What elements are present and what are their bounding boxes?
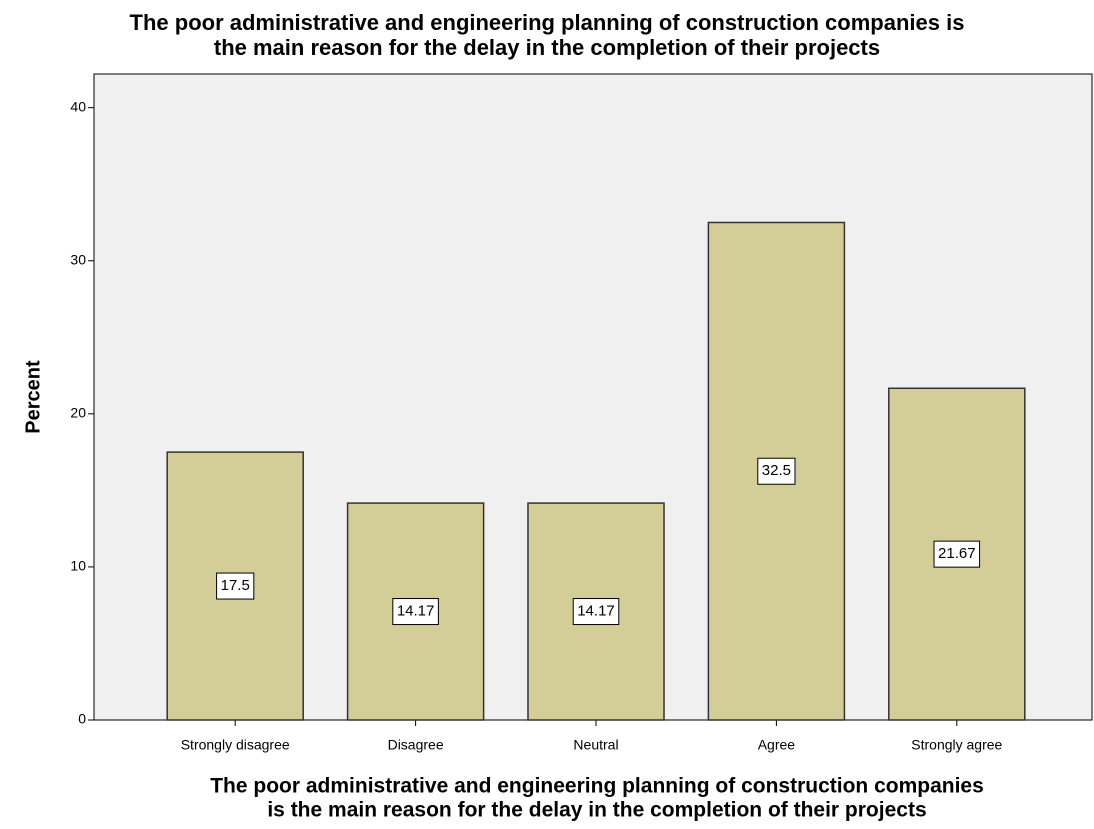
y-tick-label: 20 [70, 405, 86, 421]
y-axis-label: Percent [22, 360, 44, 434]
data-label: 14.17 [577, 603, 615, 620]
x-tick-label: Neutral [573, 737, 618, 753]
y-tick-label: 10 [70, 558, 86, 574]
data-label: 32.5 [762, 462, 791, 479]
data-label-box [216, 572, 255, 600]
data-label: 21.67 [938, 545, 976, 562]
chart-title: the main reason for the delay in the com… [214, 35, 880, 60]
x-tick-label: Strongly disagree [181, 737, 290, 753]
data-label-box [757, 457, 796, 485]
y-tick-label: 40 [70, 98, 86, 114]
x-tick-label: Agree [758, 737, 796, 753]
y-tick-label: 0 [78, 711, 86, 727]
data-label: 17.5 [221, 577, 250, 594]
data-label-box [572, 598, 620, 626]
y-tick-label: 30 [70, 251, 86, 267]
data-label-box [933, 540, 981, 568]
x-axis-label: The poor administrative and engineering … [210, 775, 984, 798]
x-axis-label: is the main reason for the delay in the … [267, 799, 926, 822]
data-label-box [392, 598, 439, 626]
data-label: 14.17 [397, 603, 435, 620]
chart-title: The poor administrative and engineering … [130, 10, 965, 35]
x-tick-label: Disagree [388, 737, 444, 753]
x-tick-label: Strongly agree [911, 737, 1002, 753]
